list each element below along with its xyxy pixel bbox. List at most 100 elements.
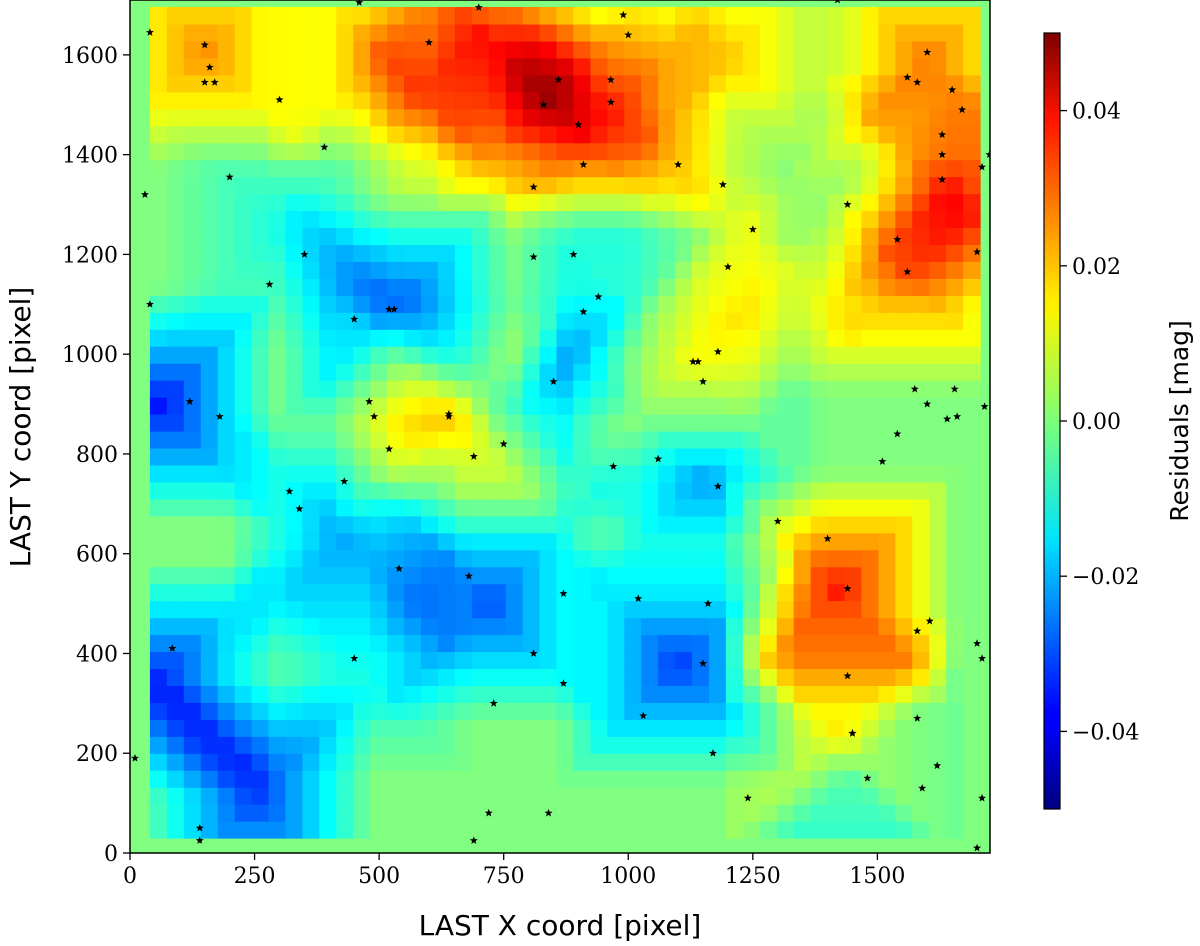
heatmap-cell	[861, 108, 879, 127]
heatmap-cell	[725, 464, 744, 483]
heatmap-cell	[183, 159, 202, 178]
heatmap-cell	[437, 295, 456, 313]
star-marker	[200, 40, 209, 49]
star-marker	[355, 0, 364, 6]
heatmap-cell	[302, 159, 320, 178]
heatmap-cell	[336, 6, 354, 25]
heatmap-cell	[912, 515, 930, 534]
heatmap-cell	[946, 447, 964, 466]
star-marker	[848, 729, 857, 737]
heatmap-cell	[234, 40, 253, 59]
heatmap-cell	[353, 142, 371, 161]
heatmap-cell	[946, 6, 964, 25]
heatmap-cell	[471, 583, 490, 602]
heatmap-cell	[217, 634, 236, 653]
heatmap-cell	[539, 414, 558, 432]
heatmap-cell	[793, 380, 812, 398]
heatmap-cell	[387, 532, 405, 551]
heatmap-cell	[607, 753, 625, 771]
heatmap-cell	[590, 719, 608, 737]
heatmap-cell	[607, 40, 625, 59]
heatmap-cell	[624, 464, 642, 483]
heatmap-cell	[708, 600, 727, 619]
heatmap-cell	[641, 176, 659, 195]
heatmap-cell	[200, 566, 219, 585]
heatmap-cell	[285, 634, 303, 653]
heatmap-cell	[692, 481, 710, 500]
heatmap-cell	[878, 227, 896, 246]
heatmap-cell	[878, 329, 896, 347]
heatmap-cell	[522, 244, 541, 262]
heatmap-cell	[285, 464, 303, 483]
heatmap-cell	[217, 447, 236, 466]
heatmap-cell	[624, 278, 642, 296]
heatmap-cell	[844, 40, 863, 59]
heatmap-cell	[810, 329, 829, 347]
heatmap-cell	[217, 261, 236, 279]
heatmap-cell	[268, 57, 287, 76]
star-marker	[903, 73, 912, 81]
heatmap-cell	[404, 74, 422, 93]
heatmap-cell	[607, 159, 625, 178]
heatmap-cell	[641, 380, 659, 398]
heatmap-cell	[437, 668, 456, 686]
heatmap-cell	[149, 668, 168, 686]
heatmap-cell	[556, 668, 575, 686]
heatmap-cell	[556, 600, 575, 619]
heatmap-cell	[454, 159, 473, 178]
heatmap-cell	[929, 74, 947, 93]
heatmap-cell	[387, 804, 405, 822]
heatmap-cell	[658, 566, 676, 585]
heatmap-cell	[725, 583, 744, 602]
heatmap-cell	[963, 244, 981, 262]
heatmap-cell	[742, 244, 761, 262]
heatmap-cell	[658, 346, 676, 364]
heatmap-cell	[285, 108, 303, 127]
heatmap-cell	[166, 363, 185, 381]
heatmap-cell	[539, 464, 558, 483]
heatmap-cell	[488, 363, 507, 381]
heatmap-cell	[675, 176, 693, 195]
heatmap-cell	[200, 447, 219, 466]
heatmap-cell	[319, 583, 337, 602]
heatmap-cell	[675, 363, 693, 381]
heatmap-cell	[946, 193, 964, 212]
heatmap-cell	[878, 159, 896, 178]
heatmap-cell	[708, 651, 727, 670]
heatmap-cell	[827, 532, 846, 551]
heatmap-cell	[200, 312, 219, 330]
heatmap-cell	[827, 57, 846, 76]
heatmap-cell	[759, 770, 778, 788]
heatmap-cell	[692, 329, 710, 347]
heatmap-cell	[895, 617, 913, 636]
heatmap-cell	[166, 668, 185, 686]
heatmap-cell	[641, 57, 659, 76]
heatmap-cell	[641, 23, 659, 42]
heatmap-cell	[404, 515, 422, 534]
heatmap-cell	[251, 566, 270, 585]
heatmap-cell	[387, 244, 405, 262]
heatmap-cell	[149, 227, 168, 246]
heatmap-cell	[675, 702, 693, 720]
heatmap-cell	[895, 176, 913, 195]
heatmap-cell	[827, 278, 846, 296]
heatmap-cell	[895, 312, 913, 330]
heatmap-cell	[912, 651, 930, 670]
heatmap-cell	[573, 312, 591, 330]
heatmap-cell	[793, 227, 812, 246]
star-marker	[385, 444, 394, 453]
heatmap-cell	[404, 770, 422, 788]
heatmap-cell	[827, 464, 846, 483]
heatmap-cell	[929, 634, 947, 653]
heatmap-cell	[675, 685, 693, 703]
heatmap-cell	[200, 702, 219, 720]
heatmap-cell	[505, 23, 524, 42]
heatmap-cell	[963, 108, 981, 127]
heatmap-cell	[539, 6, 558, 25]
heatmap-cell	[810, 447, 829, 466]
heatmap-cell	[725, 719, 744, 737]
heatmap-cell	[471, 108, 490, 127]
heatmap-cell	[387, 821, 405, 839]
heatmap-cell	[912, 804, 930, 822]
heatmap-cell	[742, 651, 761, 670]
